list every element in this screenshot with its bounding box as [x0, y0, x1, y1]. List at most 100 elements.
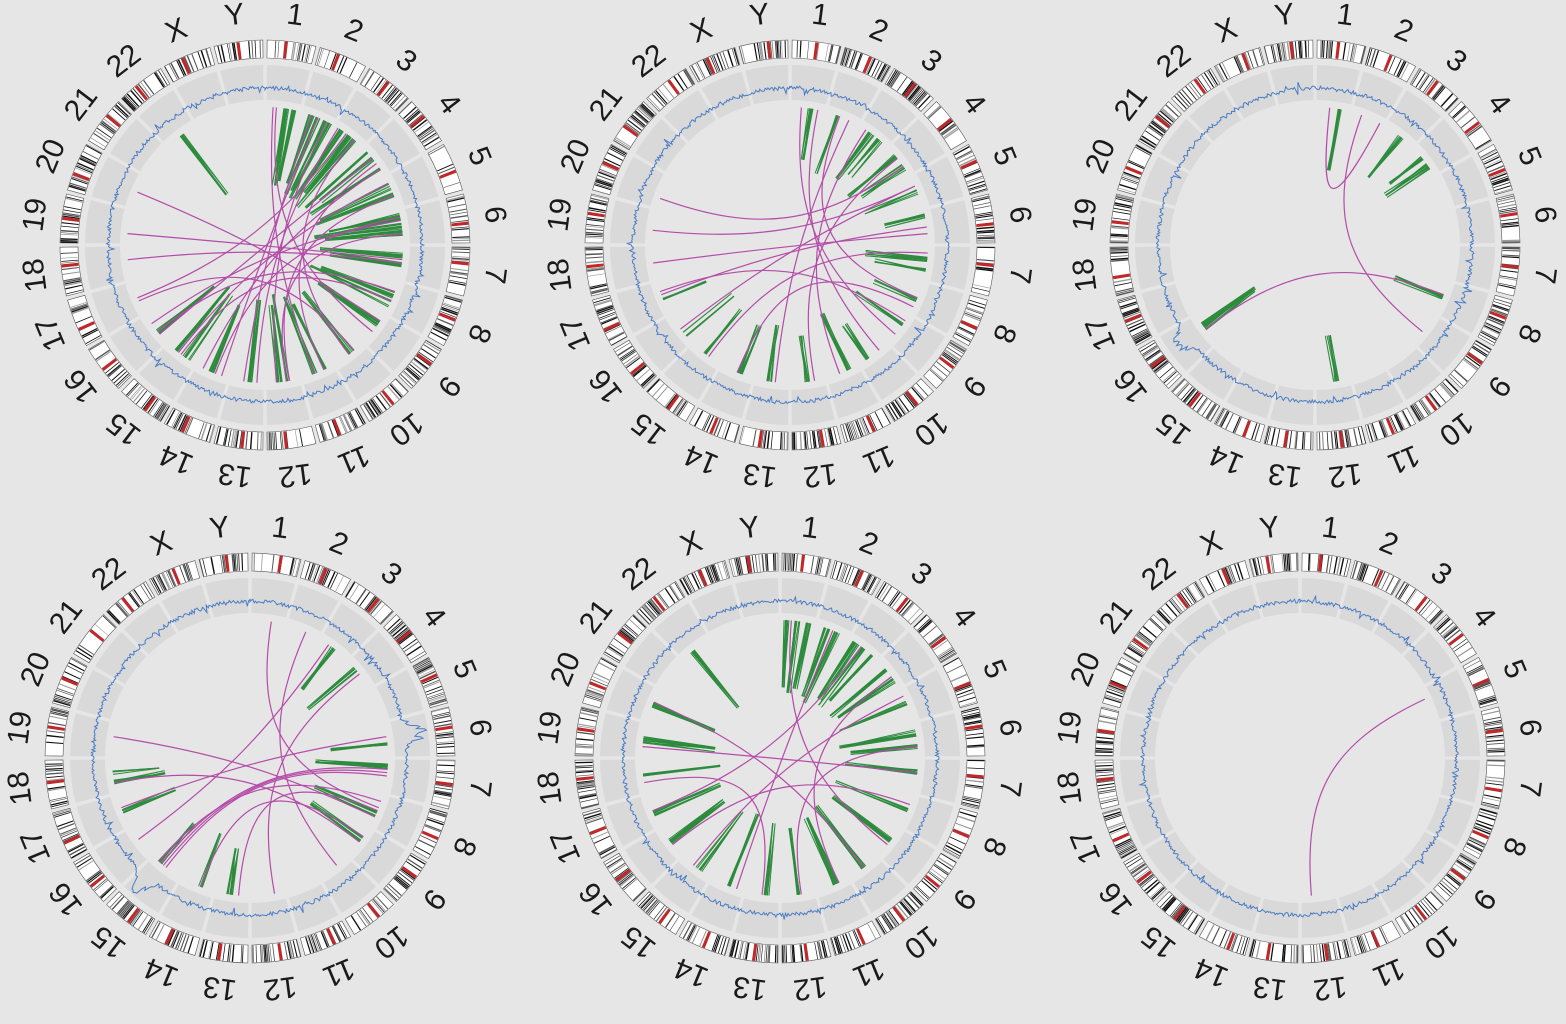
ideogram-band [53, 810, 71, 817]
ideogram-band [1140, 342, 1156, 352]
ideogram-band [1187, 914, 1199, 930]
ideogram-band [437, 163, 454, 172]
ideogram-band [653, 905, 665, 920]
ideogram-band [1485, 782, 1503, 786]
centromere-mark [421, 830, 439, 841]
chromosome-label-6: 6 [993, 717, 1028, 738]
ideogram-band [418, 351, 434, 363]
ideogram-band [1171, 904, 1184, 919]
ideogram-band [1223, 931, 1232, 949]
centromere-mark [930, 636, 947, 649]
ideogram-band [1116, 195, 1133, 202]
ideogram-chr-22 [1156, 581, 1206, 625]
ideogram-band [1487, 764, 1505, 767]
ideogram-band [389, 92, 402, 106]
ideogram-band [444, 296, 462, 303]
centromere-mark [89, 629, 105, 643]
track-segment-13 [735, 898, 779, 938]
ideogram-band [1328, 555, 1333, 573]
chromosome-label-18: 18 [541, 257, 578, 294]
inter-link-chr1-chr10 [808, 109, 880, 351]
centromere-mark [1221, 568, 1231, 586]
ideogram-band [63, 278, 81, 284]
ideogram-band [958, 696, 976, 703]
ideogram-band [656, 594, 668, 609]
ideogram-band [792, 432, 794, 450]
centromere-mark [577, 727, 595, 733]
ideogram-band [1249, 939, 1255, 957]
intra-link-chr3 [820, 643, 860, 701]
ideogram-band [417, 125, 432, 137]
ideogram-band [903, 898, 916, 912]
ideogram-band [1420, 399, 1431, 415]
ideogram-band [841, 564, 849, 582]
ideogram-band [231, 944, 235, 962]
ideogram-band [1474, 343, 1490, 353]
centromere-mark [615, 869, 631, 882]
ideogram-band [648, 901, 660, 916]
ideogram-band [202, 558, 207, 576]
ideogram-band [580, 798, 597, 803]
centromere-mark [1154, 115, 1171, 129]
ideogram-band [1119, 846, 1136, 856]
ideogram-band [1295, 945, 1297, 963]
intra-link-chr9 [318, 282, 379, 326]
ideogram-band [450, 272, 468, 276]
ideogram-band [1122, 308, 1140, 316]
ideogram-band [1475, 340, 1492, 351]
ideogram-band [781, 40, 783, 58]
ideogram-band [85, 335, 101, 344]
chromosome-label-12: 12 [792, 969, 829, 1006]
ideogram-band [963, 797, 980, 802]
track-segment-1 [1316, 65, 1360, 105]
intra-link-chr1 [279, 110, 297, 182]
ideogram-band [46, 734, 64, 739]
ideogram-band [591, 678, 608, 687]
intra-link-chr3 [1368, 137, 1404, 178]
centromere-mark [1373, 569, 1384, 587]
centromere-mark [1484, 786, 1503, 793]
ideogram-band [111, 896, 125, 910]
ideogram-band [1357, 563, 1365, 580]
ideogram-band [599, 170, 616, 178]
ideogram-band [399, 869, 415, 881]
ideogram-band [1494, 298, 1512, 305]
ideogram-band [1115, 668, 1132, 677]
ideogram-band [1502, 239, 1520, 242]
ideogram-band [1133, 330, 1149, 340]
ideogram-band [290, 558, 296, 576]
ideogram-band [1163, 371, 1177, 384]
track-segment-16 [625, 831, 677, 884]
ideogram-band [740, 426, 745, 444]
ideogram-band [901, 80, 913, 96]
ideogram-band [824, 429, 829, 447]
ideogram-band [1117, 663, 1134, 673]
ideogram-band [1151, 887, 1165, 900]
ideogram-band [365, 402, 377, 418]
track-segment-12 [251, 898, 295, 938]
centromere-mark [282, 41, 288, 59]
ideogram-band [1114, 282, 1132, 287]
ideogram-band [1410, 405, 1421, 421]
ideogram-band [804, 431, 807, 449]
ideogram-band [665, 393, 678, 409]
ideogram-band [1123, 311, 1141, 319]
ideogram-band [1354, 937, 1360, 954]
ideogram-band [1473, 681, 1491, 689]
ideogram-band [933, 640, 948, 651]
track-segment-16 [1145, 831, 1197, 884]
ideogram-band [869, 414, 878, 431]
ideogram-band [658, 593, 670, 608]
ideogram-band [1492, 305, 1509, 312]
chromosome-label-Y: Y [1258, 510, 1282, 545]
ideogram-band [68, 185, 86, 192]
ideogram-band [1466, 843, 1483, 853]
centromere-mark [366, 597, 380, 613]
ideogram-band [1095, 762, 1113, 764]
ideogram-band [1452, 638, 1467, 650]
ideogram-band [816, 557, 821, 575]
ideogram-band [943, 657, 959, 667]
ideogram-band [1251, 423, 1258, 440]
ideogram-band [656, 386, 668, 400]
ideogram-band [142, 395, 154, 410]
